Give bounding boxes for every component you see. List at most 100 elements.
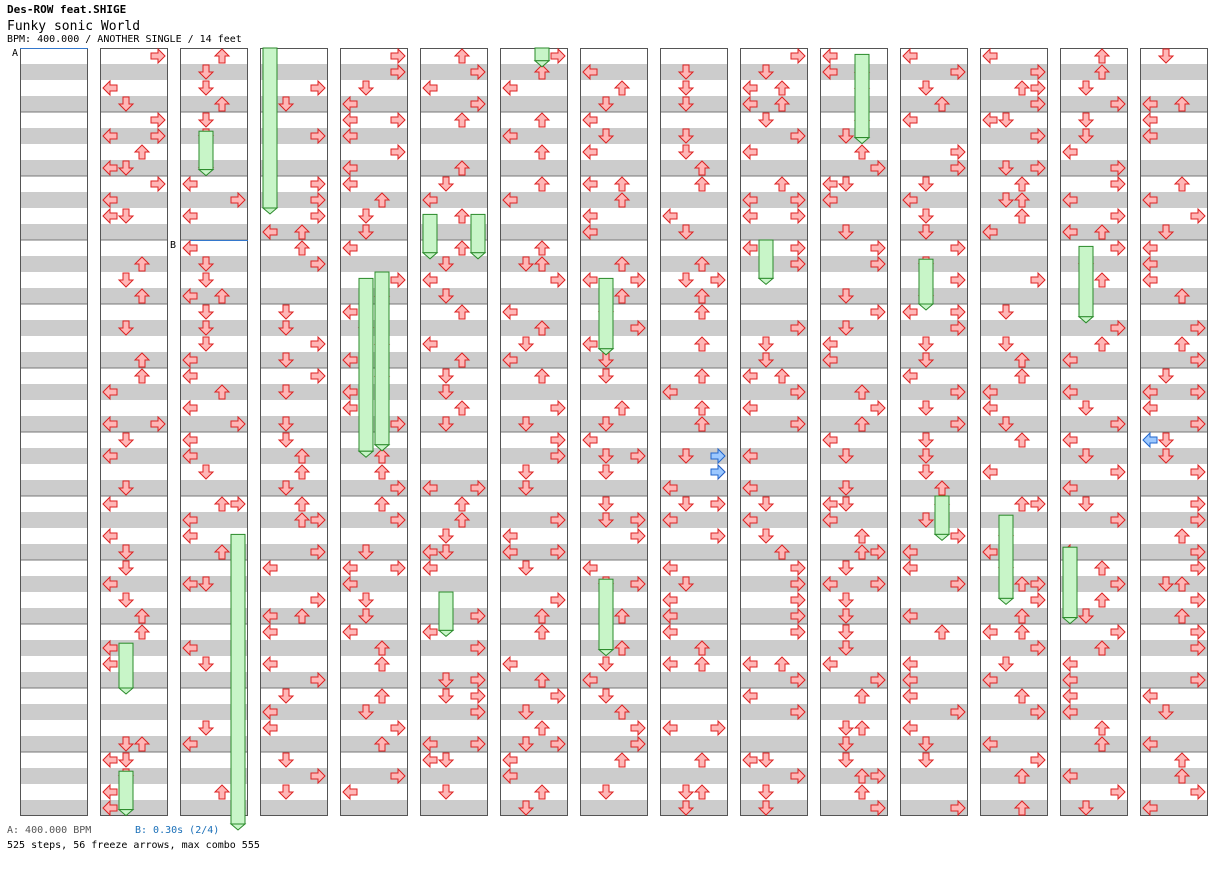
arrow-icon (390, 63, 406, 81)
arrow-icon (677, 224, 695, 240)
arrow-icon (1093, 48, 1111, 64)
arrow-icon (662, 207, 678, 225)
arrow-icon (773, 96, 791, 112)
arrow-icon (582, 143, 598, 161)
arrow-icon (102, 191, 118, 209)
freeze-arrow-tail (421, 252, 439, 260)
beat-band (340, 544, 408, 560)
beat-band (100, 416, 168, 432)
arrow-icon (597, 688, 615, 704)
arrow-icon (102, 383, 118, 401)
arrow-icon (1190, 559, 1206, 577)
arrow-icon (117, 432, 135, 448)
freeze-arrow-icon (598, 277, 614, 350)
arrow-icon (757, 752, 775, 768)
beat-band (900, 128, 968, 144)
arrow-icon (182, 527, 198, 545)
arrow-icon (533, 320, 551, 336)
beat-band (100, 480, 168, 496)
beat-band (420, 736, 488, 752)
freeze-arrow-icon (438, 591, 454, 631)
arrow-icon (773, 176, 791, 192)
arrow-icon (373, 656, 391, 672)
arrow-icon (117, 736, 135, 752)
arrow-icon (902, 303, 918, 321)
freeze-arrow-icon (1062, 546, 1078, 619)
beat-band (820, 640, 888, 656)
arrow-icon (597, 784, 615, 800)
beat-band (20, 768, 88, 784)
arrow-icon (1013, 192, 1031, 208)
arrow-icon (262, 655, 278, 673)
column-border (1140, 48, 1208, 816)
beat-band (20, 640, 88, 656)
arrow-icon (613, 256, 631, 272)
arrow-icon (373, 496, 391, 512)
freeze-arrow-icon (1078, 245, 1094, 318)
arrow-icon (437, 176, 455, 192)
arrow-icon (582, 671, 598, 689)
arrow-icon (310, 127, 326, 145)
arrow-icon (182, 511, 198, 529)
beat-band (900, 672, 968, 688)
arrow-icon (182, 575, 198, 593)
beat-band (1060, 512, 1128, 528)
beat-band (100, 128, 168, 144)
arrow-icon (822, 175, 838, 193)
beat-band (100, 224, 168, 240)
arrow-icon (277, 96, 295, 112)
beat-band (900, 352, 968, 368)
arrow-icon (853, 544, 871, 560)
arrow-icon (533, 368, 551, 384)
arrow-icon (870, 767, 886, 785)
arrow-icon (262, 719, 278, 737)
arrow-icon (262, 223, 278, 241)
beat-band (820, 192, 888, 208)
arrow-icon (390, 559, 406, 577)
arrow-icon (1173, 96, 1191, 112)
arrow-icon (550, 687, 566, 705)
arrow-icon (1013, 800, 1031, 816)
arrow-icon (742, 143, 758, 161)
arrow-icon (613, 640, 631, 656)
beat-band (580, 544, 648, 560)
arrow-icon (677, 448, 695, 464)
arrow-icon (662, 383, 678, 401)
arrow-icon (293, 224, 311, 240)
beat-band (1060, 256, 1128, 272)
beat-band (420, 800, 488, 816)
arrow-icon (453, 496, 471, 512)
beat-band (20, 128, 88, 144)
arrow-icon (870, 575, 886, 593)
arrow-icon (1062, 703, 1078, 721)
beat-band (900, 768, 968, 784)
beat-band (980, 288, 1048, 304)
beat-band (100, 96, 168, 112)
beat-band (20, 512, 88, 528)
arrow-icon (230, 191, 246, 209)
arrow-icon (742, 207, 758, 225)
arrow-icon (470, 607, 486, 625)
beat-band (420, 288, 488, 304)
beat-band (980, 64, 1048, 80)
arrow-icon (102, 447, 118, 465)
beat-band (20, 192, 88, 208)
arrow-icon (710, 495, 726, 513)
arrow-icon (630, 575, 646, 593)
arrow-icon (837, 224, 855, 240)
arrow-icon (997, 656, 1015, 672)
arrow-icon (117, 560, 135, 576)
beat-band (100, 320, 168, 336)
beat-band (1140, 384, 1208, 400)
arrow-icon (1062, 479, 1078, 497)
beat-band (820, 608, 888, 624)
arrow-icon (550, 591, 566, 609)
beat-band (820, 736, 888, 752)
arrow-icon (822, 431, 838, 449)
arrow-icon (230, 415, 246, 433)
arrow-icon (1077, 112, 1095, 128)
arrow-icon (917, 752, 935, 768)
arrow-icon (837, 640, 855, 656)
arrow-icon (950, 415, 966, 433)
beat-band (660, 320, 728, 336)
